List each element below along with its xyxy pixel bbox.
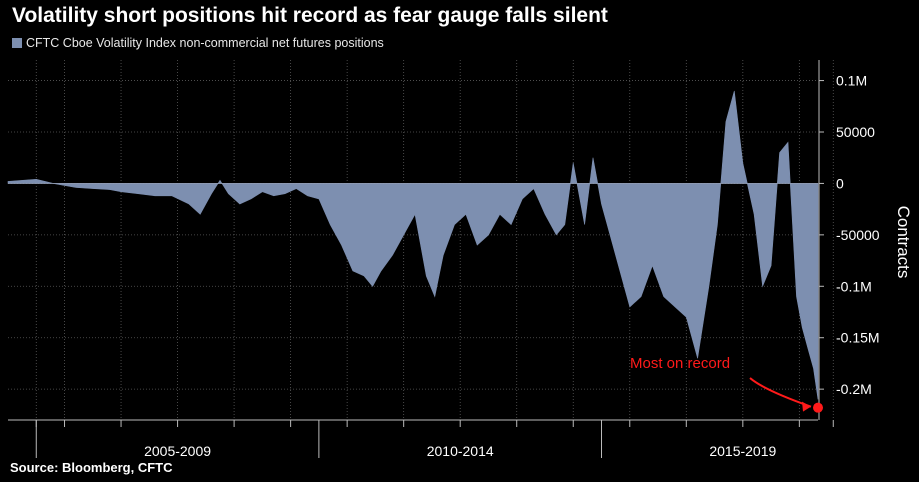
x-period-label: 2005-2009 — [144, 443, 211, 459]
y-tick-label: 50000 — [836, 124, 875, 140]
annotation-group: Most on record — [630, 355, 823, 413]
y-tick-label: -50000 — [836, 227, 880, 243]
annotation-label: Most on record — [630, 355, 730, 372]
legend-label: CFTC Cboe Volatility Index non-commercia… — [26, 36, 384, 50]
legend: CFTC Cboe Volatility Index non-commercia… — [12, 36, 384, 50]
chart-title: Volatility short positions hit record as… — [12, 4, 608, 27]
y-tick-label: 0.1M — [836, 73, 867, 89]
legend-swatch — [12, 38, 22, 48]
series-area-path — [7, 90, 819, 400]
axes: 0.1M 50000 0 -50000 -0.1M -0.15M -0.2M Contract… — [8, 60, 913, 459]
y-tick-label: -0.1M — [836, 278, 872, 294]
series-area — [7, 90, 819, 400]
y-tick-label: -0.2M — [836, 381, 872, 397]
y-tick-label: 0 — [836, 175, 844, 191]
y-axis-label: Contracts — [894, 206, 913, 279]
y-tick-label: -0.15M — [836, 330, 880, 346]
annotation-arrowhead — [802, 401, 811, 412]
record-point — [813, 402, 823, 413]
source-note: Source: Bloomberg, CFTC — [10, 460, 173, 475]
x-period-label: 2010-2014 — [427, 443, 494, 459]
annotation-arrow — [749, 377, 812, 408]
x-period-label: 2015-2019 — [709, 443, 776, 459]
